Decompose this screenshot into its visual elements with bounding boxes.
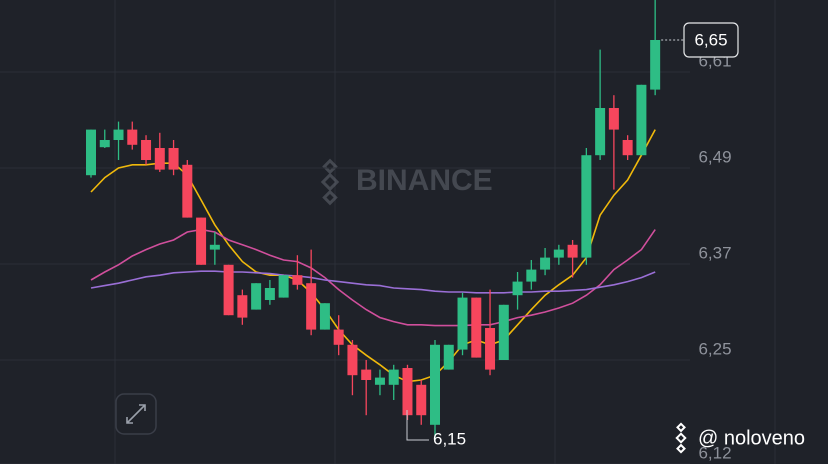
y-tick-label: 6,37 xyxy=(698,243,731,262)
candle-body xyxy=(361,369,372,380)
candle-body xyxy=(471,297,482,358)
candle-body xyxy=(430,344,440,425)
candle-body xyxy=(608,108,619,130)
candle-body xyxy=(86,129,96,176)
candle-body xyxy=(485,328,496,370)
low-marker xyxy=(406,410,429,441)
candle-body xyxy=(209,244,220,250)
candle-body xyxy=(251,283,262,310)
candle-body xyxy=(526,269,537,282)
credit-logo xyxy=(675,422,687,454)
candle-body xyxy=(292,275,303,285)
time-grid xyxy=(114,0,776,464)
candle-body xyxy=(264,288,275,300)
candle-body xyxy=(416,384,427,416)
candle-body xyxy=(127,129,138,145)
credit: @ noloveno xyxy=(675,422,805,454)
candle-body xyxy=(498,304,509,360)
candle-body xyxy=(347,344,358,376)
candle-body xyxy=(443,344,454,370)
candle-body xyxy=(306,283,317,330)
candle-body xyxy=(567,244,578,258)
candle-body xyxy=(237,295,248,318)
candle-body xyxy=(553,249,564,258)
candle-body xyxy=(512,281,523,296)
moving-average-line xyxy=(90,270,656,294)
y-tick-label: 6,12 xyxy=(698,443,731,462)
candle-body xyxy=(388,369,399,385)
candle-body xyxy=(581,155,592,258)
candle-body xyxy=(168,148,179,170)
candle-body xyxy=(319,303,330,330)
candle-body xyxy=(141,140,152,160)
candle-body xyxy=(636,84,647,156)
candle-body xyxy=(333,329,344,345)
candle-body xyxy=(154,148,165,170)
candle-body xyxy=(622,140,633,156)
last-price-box xyxy=(683,22,739,58)
y-tick-label: 6,25 xyxy=(698,339,731,358)
candle-body xyxy=(223,264,234,316)
candle-body xyxy=(457,297,468,350)
credit-text: @ noloveno xyxy=(698,427,805,449)
moving-average-line xyxy=(90,228,656,327)
low-label: 6,15 xyxy=(433,429,466,448)
candle-body xyxy=(278,275,289,298)
last-price-label: 6,65 xyxy=(694,30,727,49)
y-tick-label: 6,49 xyxy=(698,147,731,166)
watermark-logo xyxy=(320,158,340,206)
candle-body xyxy=(196,217,207,265)
candle-body xyxy=(595,108,606,156)
candle-body xyxy=(540,257,551,270)
candle-body xyxy=(113,129,124,140)
expand-button[interactable] xyxy=(115,393,157,435)
expand-icon xyxy=(126,404,146,424)
watermark-text: BINANCE xyxy=(356,164,493,197)
candle-body xyxy=(374,377,385,385)
candle-body xyxy=(402,368,413,416)
candle-body xyxy=(99,140,110,148)
candle-body xyxy=(650,40,661,90)
candle-body xyxy=(182,164,193,218)
watermark: BINANCE xyxy=(320,158,493,206)
